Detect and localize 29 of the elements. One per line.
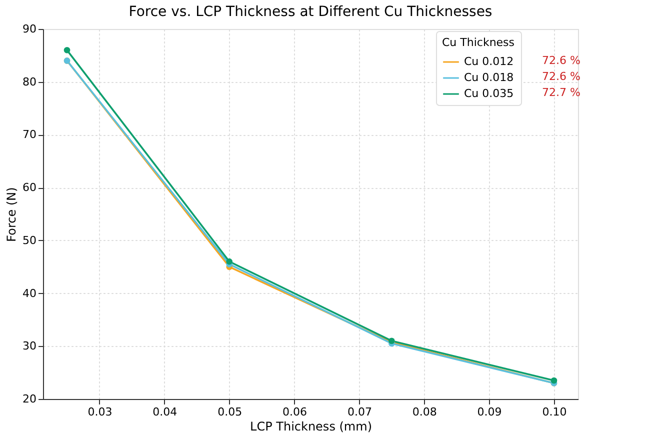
annotation: 72.6 % [542,70,580,83]
y-tick-label: 50 [22,234,36,247]
x-tick-label: 0.03 [88,406,112,418]
y-tick-label: 70 [22,128,36,142]
x-axis-title: LCP Thickness (mm) [250,420,372,433]
x-tick-label: 0.04 [152,406,178,418]
y-tick-label: 90 [22,22,36,36]
x-tick-label: 0.06 [282,406,308,418]
legend-label: Cu 0.035 [464,87,514,100]
x-tick-label: 0.08 [412,406,437,418]
x-tick-label: 0.07 [347,406,372,418]
annotation: 72.7 % [542,86,580,99]
point [64,46,70,54]
legend-title: Cu Thickness [442,36,515,49]
legend-label: Cu 0.018 [464,71,514,84]
y-tick-label: 20 [22,392,36,406]
y-tick-label: 60 [22,181,36,194]
y-tick-label: 40 [22,286,36,300]
x-tick-label: 0.09 [477,406,502,418]
y-tick-label: 30 [22,340,36,353]
x-tick-label: 0.05 [218,406,242,418]
y-tick-label: 80 [22,75,36,88]
annotation: 72.6 % [542,54,580,67]
x-tick-label: 0.10 [542,406,567,418]
chart-title: Force vs. LCP Thickness at Different Cu Thicknesses [128,4,492,20]
y-axis-title: Force (N) [4,187,19,242]
point [550,377,558,384]
legend-label: Cu 0.012 [464,55,514,68]
point [226,258,233,265]
